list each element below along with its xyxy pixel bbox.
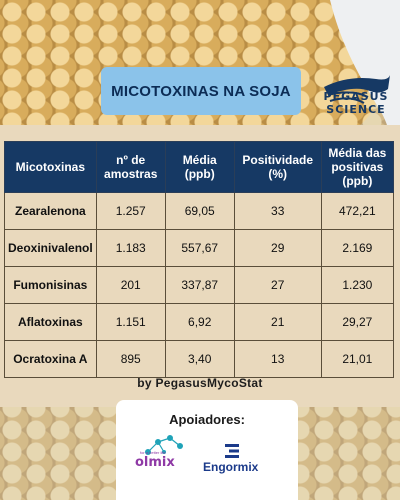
page-title: MICOTOXINAS NA SOJA xyxy=(111,82,291,100)
cell-amostras: 1.257 xyxy=(95,192,166,230)
table-row: Aflatoxinas 1.151 6,92 21 29,27 xyxy=(4,303,395,341)
cell-media: 337,87 xyxy=(164,266,235,304)
cell-media-positivas: 29,27 xyxy=(320,303,395,341)
cell-micotoxina: Zearalenona xyxy=(4,192,97,230)
header-media: Média (ppb) xyxy=(164,141,235,193)
cell-amostras: 1.183 xyxy=(95,229,166,267)
cell-media: 69,05 xyxy=(164,192,235,230)
olmix-tagline: for a better life xyxy=(140,450,166,455)
engormix-logo-text: Engormix xyxy=(203,460,259,474)
cell-media: 6,92 xyxy=(164,303,235,341)
logo-line-1: PEGASUS xyxy=(323,90,389,103)
olmix-logo-text: olmix xyxy=(135,455,175,470)
cell-media-positivas: 472,21 xyxy=(320,192,395,230)
cell-micotoxina: Deoxinivalenol xyxy=(4,229,97,267)
table-header-row: Micotoxinas nº de amostras Média (ppb) P… xyxy=(4,141,395,193)
cell-positividade: 13 xyxy=(233,340,322,378)
header-micotoxinas: Micotoxinas xyxy=(4,141,97,193)
cell-amostras: 895 xyxy=(95,340,166,378)
pegasus-logo-icon xyxy=(324,75,390,104)
cell-positividade: 21 xyxy=(233,303,322,341)
cell-amostras: 201 xyxy=(95,266,166,304)
table-row: Deoxinivalenol 1.183 557,67 29 2.169 xyxy=(4,229,395,267)
cell-media-positivas: 1.230 xyxy=(320,266,395,304)
source-credit: by PegasusMycoStat xyxy=(137,376,263,390)
pegasus-logo-text: PEGASUS SCIENCE xyxy=(318,90,394,116)
cell-micotoxina: Ocratoxina A xyxy=(4,340,97,378)
cell-media: 557,67 xyxy=(164,229,235,267)
cell-positividade: 33 xyxy=(233,192,322,230)
olmix-molecule-icon xyxy=(145,435,183,455)
cell-micotoxina: Aflatoxinas xyxy=(4,303,97,341)
header-amostras: nº de amostras xyxy=(95,141,166,193)
logo-line-2: SCIENCE xyxy=(326,103,386,116)
cell-positividade: 27 xyxy=(233,266,322,304)
cell-media: 3,40 xyxy=(164,340,235,378)
engormix-logo-icon xyxy=(225,444,239,458)
header-positividade: Positividade (%) xyxy=(233,141,322,193)
title-banner: MICOTOXINAS NA SOJA xyxy=(101,67,301,115)
cell-media-positivas: 21,01 xyxy=(320,340,395,378)
table-row: Fumonisinas 201 337,87 27 1.230 xyxy=(4,266,395,304)
cell-micotoxina: Fumonisinas xyxy=(4,266,97,304)
table-row: Ocratoxina A 895 3,40 13 21,01 xyxy=(4,340,395,378)
cell-media-positivas: 2.169 xyxy=(320,229,395,267)
cell-amostras: 1.151 xyxy=(95,303,166,341)
header-media-positivas: Média das positivas (ppb) xyxy=(320,141,395,193)
cell-positividade: 29 xyxy=(233,229,322,267)
mycotoxin-table: Micotoxinas nº de amostras Média (ppb) P… xyxy=(4,141,395,378)
supporters-label: Apoiadores: xyxy=(169,412,245,427)
table-row: Zearalenona 1.257 69,05 33 472,21 xyxy=(4,192,395,230)
